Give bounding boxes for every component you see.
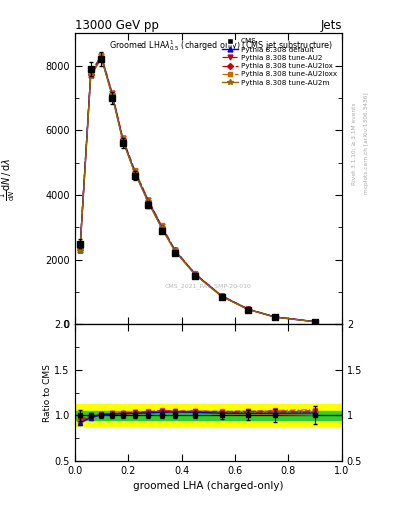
Text: 13000 GeV pp: 13000 GeV pp xyxy=(75,19,158,32)
Text: Groomed LHA$\lambda^1_{0.5}$ (charged only) (CMS jet substructure): Groomed LHA$\lambda^1_{0.5}$ (charged on… xyxy=(109,38,334,53)
Text: CMS_2021_PAS_SMP-20-010: CMS_2021_PAS_SMP-20-010 xyxy=(165,284,252,289)
Text: mcplots.cern.ch [arXiv:1306.3436]: mcplots.cern.ch [arXiv:1306.3436] xyxy=(364,93,369,194)
Text: Jets: Jets xyxy=(320,19,342,32)
Text: $\frac{1}{\mathrm{d}N}\mathrm{d}N\,/\,\mathrm{d}\lambda$: $\frac{1}{\mathrm{d}N}\mathrm{d}N\,/\,\m… xyxy=(0,157,17,201)
Y-axis label: $\frac{1}{\mathrm{d}N}\,\mathrm{d}N\,/\,\mathrm{d}\lambda$: $\frac{1}{\mathrm{d}N}\,\mathrm{d}N\,/\,… xyxy=(0,511,1,512)
Y-axis label: Ratio to CMS: Ratio to CMS xyxy=(43,364,51,421)
X-axis label: groomed LHA (charged-only): groomed LHA (charged-only) xyxy=(133,481,283,491)
Legend: CMS, Pythia 8.308 default, Pythia 8.308 tune-AU2, Pythia 8.308 tune-AU2lox, Pyth: CMS, Pythia 8.308 default, Pythia 8.308 … xyxy=(220,37,338,87)
Text: Rivet 3.1.10; ≥ 3.1M events: Rivet 3.1.10; ≥ 3.1M events xyxy=(352,102,357,185)
